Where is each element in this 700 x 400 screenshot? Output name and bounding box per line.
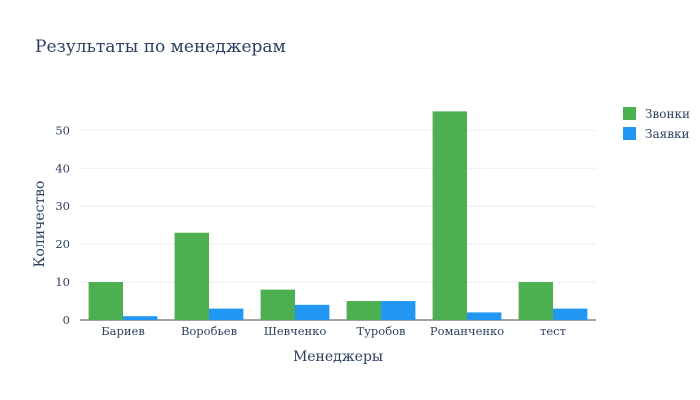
y-tick-label-20: 20	[55, 237, 70, 251]
y-tick-label-0: 0	[63, 313, 70, 327]
x-tick-label-0: Бариев	[101, 324, 145, 338]
x-tick-label-2: Шевченко	[264, 324, 327, 338]
y-axis-title: Количество	[32, 181, 48, 268]
bar-Звонки-Бариев[interactable]	[88, 282, 123, 320]
x-tick-label-1: Воробьев	[181, 324, 237, 338]
bar-Звонки-Романченко[interactable]	[432, 111, 467, 321]
x-tick-labels: Бариев Воробьев Шевченко Туробов Романченко т…	[101, 324, 566, 338]
legend[interactable]: Звонки Заявки	[623, 107, 690, 141]
bars	[88, 111, 588, 321]
bar-Звонки-Воробьев[interactable]	[174, 232, 209, 320]
y-tick-labels: 0 10 20 30 40 50	[55, 123, 70, 327]
x-axis-title: Менеджеры	[293, 349, 383, 365]
bar-Звонки-Шевченко[interactable]	[260, 289, 295, 320]
bar-Заявки-Воробьев[interactable]	[209, 308, 244, 320]
bar-Заявки-тест[interactable]	[553, 308, 588, 320]
legend-label-1: Заявки	[645, 127, 689, 141]
y-tick-label-40: 40	[55, 161, 70, 175]
chart-title: Результаты по менеджерам	[35, 37, 286, 57]
bar-Заявки-Романченко[interactable]	[467, 312, 502, 320]
grid-lines	[80, 129, 596, 321]
y-tick-label-10: 10	[55, 275, 70, 289]
x-tick-label-5: тест	[540, 324, 566, 338]
y-tick-label-50: 50	[55, 123, 70, 137]
legend-item-1[interactable]: Заявки	[623, 127, 689, 141]
legend-label-0: Звонки	[645, 107, 690, 121]
y-tick-label-30: 30	[55, 199, 70, 213]
legend-swatch-1	[623, 127, 636, 140]
bar-Звонки-тест[interactable]	[518, 282, 553, 320]
bar-Заявки-Бариев[interactable]	[123, 316, 158, 320]
x-tick-label-3: Туробов	[356, 324, 405, 338]
bar-Заявки-Шевченко[interactable]	[295, 304, 330, 320]
bar-Заявки-Туробов[interactable]	[381, 301, 416, 320]
legend-swatch-0	[623, 107, 636, 120]
legend-item-0[interactable]: Звонки	[623, 107, 690, 121]
bar-Звонки-Туробов[interactable]	[346, 301, 381, 320]
x-tick-label-4: Романченко	[430, 324, 504, 338]
